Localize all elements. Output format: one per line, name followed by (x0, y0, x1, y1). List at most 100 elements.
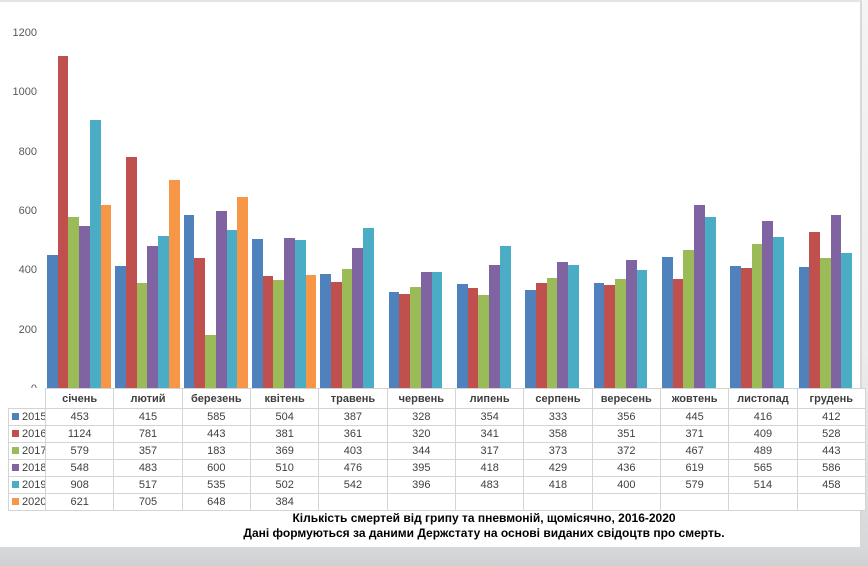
value-cell-2018-грудень: 586 (796, 459, 867, 477)
value-cell-2020-лютий: 705 (113, 493, 183, 511)
bar-2017-березень (205, 335, 216, 389)
bar-slot (820, 33, 831, 389)
table-header-row: січень лютий березень квітень травень червень… (9, 388, 867, 409)
bar-slot (147, 33, 159, 389)
value-cell-2017-травень: 403 (318, 442, 388, 460)
bar-2016-серпень (536, 283, 547, 389)
bar-2015-серпень (525, 290, 537, 389)
value-cell-2020-жовтень (659, 493, 730, 511)
bar-slot (625, 33, 637, 389)
bar-slot (168, 33, 180, 389)
bar-slot (341, 33, 353, 389)
value-cell-2015-вересень: 356 (591, 408, 661, 426)
month-header-cell: жовтень (659, 388, 730, 409)
bar-slot (784, 33, 795, 389)
value-cell-2018-квітень: 510 (249, 459, 320, 477)
bar-2020-квітень (305, 275, 317, 389)
bar-2016-травень (331, 282, 342, 389)
legend-swatch-2016 (12, 429, 19, 437)
month-header-cell: грудень (796, 388, 867, 409)
value-cell-2016-вересень: 351 (591, 425, 661, 443)
value-cell-2018-серпень: 429 (523, 459, 593, 477)
bar-group-3 (182, 33, 250, 389)
bar-2016-лютий (126, 157, 137, 389)
bar-slot (115, 33, 127, 389)
month-header-cell: березень (181, 388, 251, 409)
bar-2019-грудень (841, 253, 853, 389)
bar-2018-березень (215, 211, 227, 389)
value-cell-2017-вересень: 372 (591, 442, 661, 460)
bar-2016-липень (467, 288, 479, 389)
bar-slot (683, 33, 695, 389)
bar-slot (568, 33, 579, 389)
table-row-2016: 2016 1124 781 443 381 361 320 341 358 351 371 409 52… (8, 425, 867, 443)
value-cell-2019-травень: 542 (318, 476, 388, 494)
bar-2017-лютий (136, 283, 148, 389)
value-cell-2018-липень: 418 (454, 459, 525, 477)
bar-slot (593, 33, 605, 389)
value-cell-2015-червень: 328 (386, 408, 456, 426)
value-cell-2017-грудень: 443 (796, 442, 867, 460)
bar-slot (226, 33, 238, 389)
year-legend-cell-2019: 2019 (8, 476, 46, 494)
bar-2016-січень (57, 56, 69, 389)
bar-group-9 (592, 33, 660, 389)
bar-2019-листопад (773, 237, 784, 389)
bar-2017-липень (478, 295, 490, 389)
value-cell-2016-березень: 443 (181, 425, 251, 443)
bar-2016-червень (399, 294, 411, 389)
bar-slot (499, 33, 511, 389)
year-legend-cell-2017: 2017 (8, 442, 46, 460)
value-cell-2020-листопад (728, 493, 798, 511)
bar-slot (158, 33, 169, 389)
value-cell-2019-березень: 535 (181, 476, 251, 494)
table-corner-cell (9, 389, 46, 409)
bar-2018-вересень (625, 260, 637, 389)
bar-slot (730, 33, 741, 389)
value-cell-2019-січень: 908 (44, 476, 115, 494)
table-head: січень лютий березень квітень травень червень… (9, 388, 867, 409)
bar-group-5 (318, 33, 386, 389)
bar-slot (215, 33, 227, 389)
value-cell-2015-листопад: 416 (728, 408, 798, 426)
value-cell-2015-березень: 585 (181, 408, 251, 426)
value-cell-2020-вересень (591, 493, 661, 511)
value-cell-2019-листопад: 514 (728, 476, 798, 494)
bar-slot (661, 33, 673, 389)
value-cell-2016-серпень: 358 (523, 425, 593, 443)
value-cell-2019-вересень: 400 (591, 476, 661, 494)
bar-2016-грудень (809, 232, 821, 389)
value-cell-2017-червень: 344 (386, 442, 456, 460)
bar-group-11 (728, 33, 796, 389)
value-cell-2020-червень (386, 493, 456, 511)
value-cell-2016-листопад: 409 (728, 425, 798, 443)
bar-slot (615, 33, 626, 389)
value-cell-2017-лютий: 357 (113, 442, 183, 460)
value-cell-2017-березень: 183 (181, 442, 251, 460)
value-cell-2018-жовтень: 619 (659, 459, 730, 477)
y-axis-tick-label: 1200 (12, 27, 37, 39)
value-cell-2019-серпень: 418 (523, 476, 593, 494)
bar-slot (536, 33, 547, 389)
year-legend-cell-2020: 2020 (8, 493, 46, 511)
bar-group-6 (387, 33, 455, 389)
bar-slot (798, 33, 810, 389)
value-cell-2015-травень: 387 (318, 408, 388, 426)
bar-2015-лютий (115, 266, 127, 389)
bar-2015-червень (388, 292, 400, 389)
legend-swatch-2019 (12, 480, 19, 488)
bar-slot (525, 33, 537, 389)
bar-2019-серпень (568, 265, 579, 389)
value-cell-2019-лютий: 517 (113, 476, 183, 494)
chart-caption: Кількість смертей від грипу та пневмоній… (100, 511, 868, 541)
month-header-cell: лютий (113, 388, 183, 409)
bar-group-12 (797, 33, 865, 389)
bar-slot (79, 33, 90, 389)
value-cell-2016-грудень: 528 (796, 425, 867, 443)
bar-2015-липень (456, 284, 468, 389)
bar-slot (374, 33, 385, 389)
value-cell-2017-листопад: 489 (728, 442, 798, 460)
bar-2016-вересень (604, 285, 616, 389)
table-row-2018: 2018 548 483 600 510 476 395 418 429 436 619 565 586 (8, 459, 867, 477)
value-cell-2018-листопад: 565 (728, 459, 798, 477)
